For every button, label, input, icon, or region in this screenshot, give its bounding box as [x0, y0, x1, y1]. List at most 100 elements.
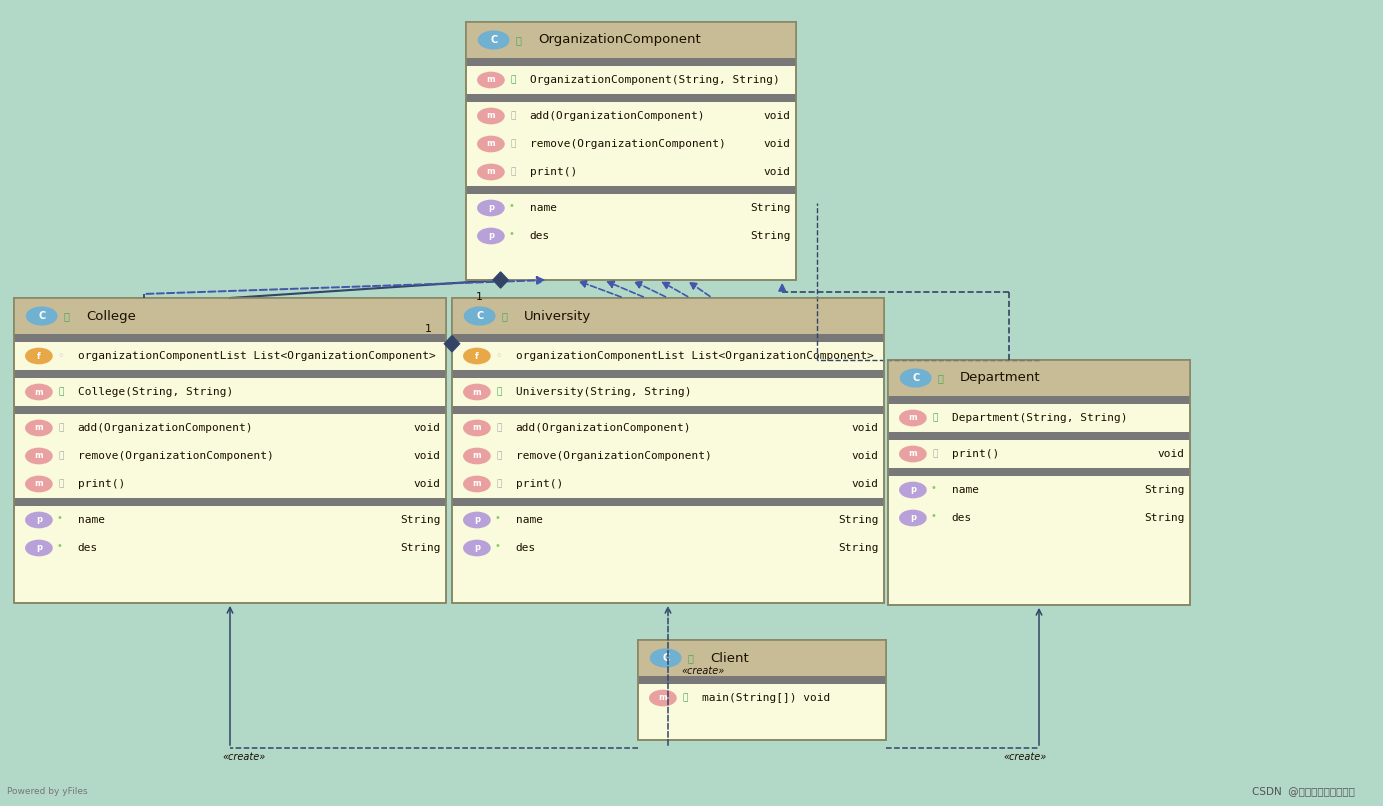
FancyBboxPatch shape — [466, 58, 797, 66]
Circle shape — [900, 510, 927, 526]
Text: ⚿: ⚿ — [510, 111, 516, 121]
Text: C: C — [476, 311, 483, 321]
FancyBboxPatch shape — [14, 298, 445, 334]
Text: ⚿: ⚿ — [932, 450, 938, 459]
FancyBboxPatch shape — [452, 298, 884, 334]
Text: «create»: «create» — [223, 752, 266, 762]
Text: ⚿: ⚿ — [496, 423, 502, 433]
Text: m: m — [487, 76, 495, 85]
Text: void: void — [852, 479, 878, 489]
Text: des: des — [952, 513, 972, 523]
Text: ⚿: ⚿ — [496, 451, 502, 460]
Text: OrganizationComponent(String, String): OrganizationComponent(String, String) — [530, 75, 780, 85]
Text: ⚿: ⚿ — [932, 413, 938, 422]
Text: ⚿: ⚿ — [64, 311, 69, 321]
Text: des: des — [516, 543, 535, 553]
Text: void: void — [1158, 449, 1184, 459]
Text: m: m — [35, 388, 43, 397]
Text: •: • — [495, 513, 501, 522]
FancyBboxPatch shape — [452, 370, 884, 378]
Circle shape — [463, 540, 490, 555]
FancyBboxPatch shape — [14, 334, 445, 342]
Text: void: void — [763, 167, 791, 177]
FancyBboxPatch shape — [638, 640, 887, 676]
Text: p: p — [474, 516, 480, 525]
Text: University: University — [524, 310, 591, 322]
FancyBboxPatch shape — [638, 676, 887, 684]
Text: University(String, String): University(String, String) — [516, 387, 692, 397]
Text: m: m — [909, 413, 917, 422]
Text: void: void — [414, 423, 440, 433]
FancyBboxPatch shape — [14, 406, 445, 414]
Text: void: void — [852, 423, 878, 433]
Text: ⚿: ⚿ — [496, 480, 502, 488]
Circle shape — [477, 136, 503, 152]
Text: ⚿: ⚿ — [496, 388, 502, 397]
Text: ⚿: ⚿ — [938, 373, 943, 383]
Text: ⚿: ⚿ — [502, 311, 508, 321]
Text: OrganizationComponent: OrganizationComponent — [538, 34, 701, 47]
Text: print(): print() — [77, 479, 124, 489]
Text: CSDN  @行万里路，读万卷书: CSDN @行万里路，读万卷书 — [1253, 787, 1355, 796]
Circle shape — [900, 482, 927, 497]
Circle shape — [900, 410, 927, 426]
Text: ⚿: ⚿ — [510, 168, 516, 177]
Text: m: m — [909, 450, 917, 459]
Text: m: m — [487, 139, 495, 148]
Circle shape — [479, 31, 509, 49]
Text: ⚿: ⚿ — [58, 423, 64, 433]
FancyBboxPatch shape — [452, 298, 884, 603]
FancyBboxPatch shape — [452, 334, 884, 342]
Circle shape — [477, 108, 503, 123]
Circle shape — [477, 73, 503, 88]
Circle shape — [463, 348, 490, 364]
Text: ⚿: ⚿ — [58, 388, 64, 397]
Text: main(String[]) void: main(String[]) void — [701, 693, 830, 703]
Circle shape — [463, 513, 490, 528]
Text: void: void — [852, 451, 878, 461]
Text: des: des — [77, 543, 98, 553]
Text: •: • — [931, 483, 936, 492]
Text: p: p — [36, 543, 41, 552]
Text: add(OrganizationComponent): add(OrganizationComponent) — [530, 111, 705, 121]
FancyBboxPatch shape — [466, 186, 797, 194]
Circle shape — [650, 649, 680, 667]
Circle shape — [26, 540, 53, 555]
Text: String: String — [838, 543, 878, 553]
Text: p: p — [488, 231, 494, 240]
Circle shape — [463, 476, 490, 492]
FancyBboxPatch shape — [888, 360, 1189, 396]
Text: remove(OrganizationComponent): remove(OrganizationComponent) — [530, 139, 725, 149]
Circle shape — [26, 384, 53, 400]
Text: p: p — [910, 513, 916, 522]
Circle shape — [26, 348, 53, 364]
Text: name: name — [516, 515, 542, 525]
Circle shape — [465, 307, 495, 325]
FancyBboxPatch shape — [14, 298, 445, 603]
Text: m: m — [487, 168, 495, 177]
FancyBboxPatch shape — [14, 498, 445, 506]
Circle shape — [26, 421, 53, 436]
Text: C: C — [490, 35, 498, 45]
Text: String: String — [1144, 513, 1184, 523]
Text: m: m — [473, 423, 481, 433]
Circle shape — [26, 448, 53, 463]
Text: print(): print() — [530, 167, 577, 177]
Text: void: void — [414, 451, 440, 461]
Text: •: • — [509, 229, 514, 239]
Text: name: name — [952, 485, 979, 495]
Text: String: String — [400, 543, 440, 553]
Polygon shape — [492, 272, 508, 288]
Text: 1: 1 — [425, 324, 431, 334]
Text: add(OrganizationComponent): add(OrganizationComponent) — [516, 423, 692, 433]
Text: ◦: ◦ — [57, 351, 64, 361]
Circle shape — [477, 164, 503, 180]
Text: organizationComponentList List<OrganizationComponent>: organizationComponentList List<Organizat… — [77, 351, 436, 361]
Text: ⚿: ⚿ — [58, 451, 64, 460]
Text: f: f — [474, 351, 479, 360]
Text: ⚿: ⚿ — [516, 35, 521, 45]
Text: m: m — [473, 388, 481, 397]
Circle shape — [477, 228, 503, 243]
Text: void: void — [414, 479, 440, 489]
Text: void: void — [763, 139, 791, 149]
